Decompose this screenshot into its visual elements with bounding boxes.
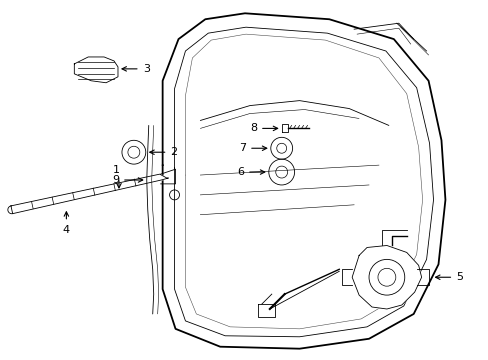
Text: 1: 1 bbox=[112, 165, 119, 175]
Text: 9: 9 bbox=[112, 175, 119, 185]
Text: 7: 7 bbox=[238, 143, 245, 153]
Text: 3: 3 bbox=[142, 64, 149, 74]
Polygon shape bbox=[11, 174, 168, 213]
Polygon shape bbox=[74, 57, 118, 83]
Text: 8: 8 bbox=[249, 123, 256, 134]
Circle shape bbox=[8, 206, 16, 214]
Text: 2: 2 bbox=[170, 147, 177, 157]
Text: 5: 5 bbox=[455, 272, 463, 282]
Polygon shape bbox=[351, 246, 421, 309]
Text: 6: 6 bbox=[237, 167, 244, 177]
Text: 4: 4 bbox=[62, 225, 70, 235]
